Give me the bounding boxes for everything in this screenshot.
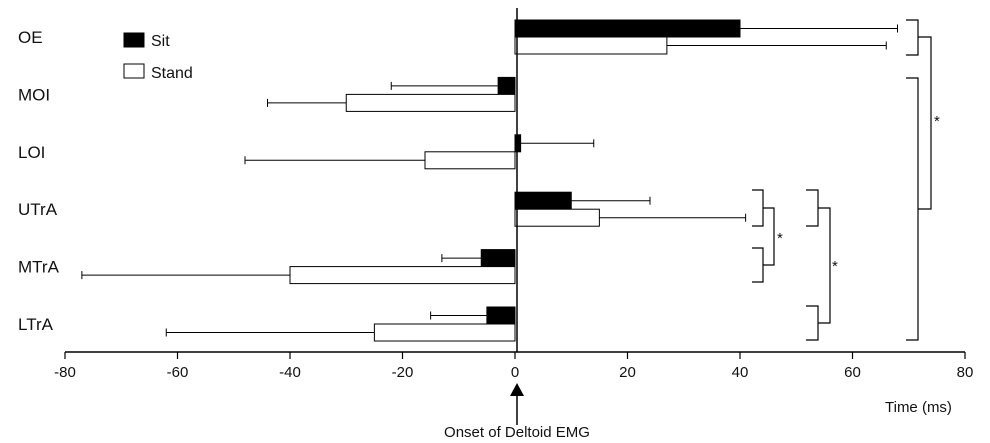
bars-layer	[81, 19, 898, 342]
significance-brackets	[752, 19, 932, 341]
legend-stand-swatch	[123, 63, 145, 79]
bracket-oe	[906, 19, 919, 56]
bracket-others	[906, 77, 919, 341]
legend: Sit Stand	[123, 32, 193, 82]
category-label-mtra: MTrA	[18, 258, 60, 277]
x-tick-label--60: -60	[167, 364, 189, 381]
bar-stand-ltra	[373, 323, 516, 342]
bar-sit-moi	[497, 76, 516, 95]
bar-sit-mtra	[480, 249, 516, 268]
significance-star-1: *	[777, 230, 783, 247]
category-label-loi: LOI	[18, 143, 45, 162]
significance-star-2: *	[832, 258, 838, 275]
bar-sit-loi	[514, 134, 522, 153]
x-tick-label-80: 80	[957, 364, 974, 381]
x-tick-label-40: 40	[732, 364, 749, 381]
bracket-utra	[752, 189, 764, 227]
bar-stand-utra	[514, 208, 600, 227]
bracket-utra-mtra	[763, 207, 775, 266]
bar-stand-moi	[345, 93, 516, 112]
bar-sit-utra	[514, 191, 572, 210]
category-label-utra: UTrA	[18, 200, 58, 219]
bar-stand-loi	[424, 151, 516, 170]
category-label-moi: MOI	[18, 85, 50, 104]
x-ticks: -80 -60 -40 -20 0 20 40 60 80	[54, 352, 973, 381]
bracket-oe-others	[918, 36, 932, 210]
x-tick-label-0: 0	[511, 364, 519, 381]
x-tick-label-60: 60	[844, 364, 861, 381]
x-tick-label--80: -80	[54, 364, 76, 381]
category-label-ltra: LTrA	[18, 315, 54, 334]
bar-stand-oe	[514, 36, 668, 55]
x-axis-label: Time (ms)	[885, 399, 952, 416]
legend-sit-label: Sit	[151, 33, 170, 50]
onset-arrow-head	[510, 383, 524, 396]
x-tick-label--40: -40	[279, 364, 301, 381]
category-label-oe: OE	[18, 28, 43, 47]
legend-sit-swatch	[123, 32, 145, 48]
bar-stand-mtra	[289, 266, 516, 285]
bar-sit-oe	[514, 19, 741, 38]
bracket-ltra	[806, 305, 819, 341]
x-tick-label-20: 20	[619, 364, 636, 381]
significance-star-3: *	[934, 113, 940, 130]
onset-annotation: Onset of Deltoid EMG	[444, 383, 590, 441]
bracket-mtra	[752, 247, 764, 283]
bar-sit-ltra	[486, 306, 516, 325]
bracket-utra-ltra	[818, 207, 831, 324]
category-labels: OE MOI LOI UTrA MTrA LTrA	[18, 28, 60, 334]
legend-stand-label: Stand	[151, 65, 193, 82]
bracket-utra-2	[806, 189, 819, 227]
x-tick-label--20: -20	[392, 364, 414, 381]
onset-label: Onset of Deltoid EMG	[444, 424, 590, 441]
